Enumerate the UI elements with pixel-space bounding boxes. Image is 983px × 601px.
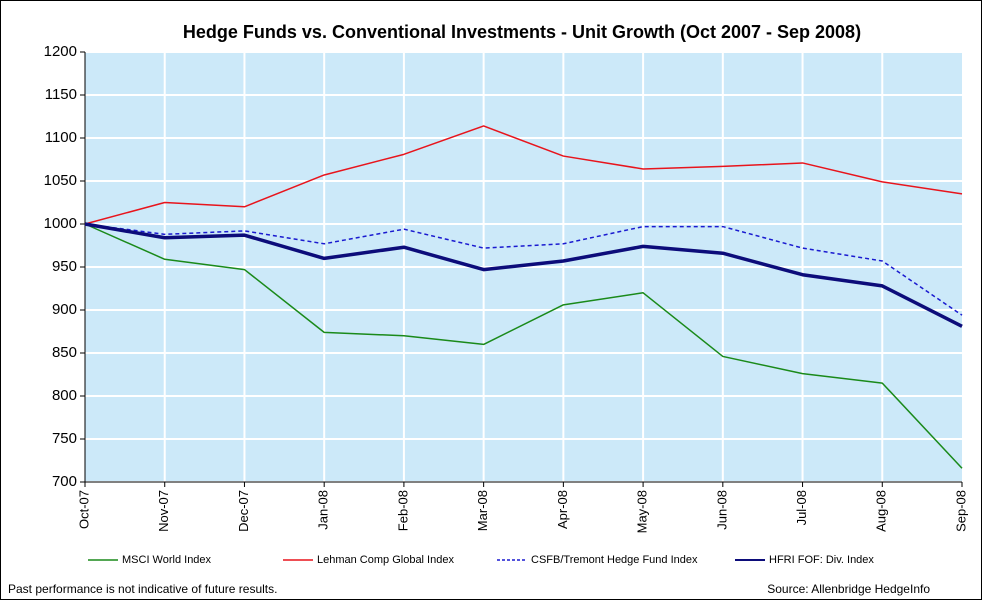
x-tick-label: Dec-07	[236, 490, 251, 532]
footnote: Past performance is not indicative of fu…	[8, 582, 277, 596]
x-tick-label: Apr-08	[555, 490, 570, 529]
y-tick-label: 850	[52, 344, 77, 361]
x-tick-label: Aug-08	[874, 490, 889, 532]
y-tick-label: 950	[52, 258, 77, 275]
y-tick-label: 1100	[45, 129, 77, 146]
legend-label: HFRI FOF: Div. Index	[769, 554, 874, 566]
y-tick-label: 1000	[44, 215, 77, 232]
x-tick-label: Oct-07	[76, 490, 91, 529]
series-line	[84, 222, 963, 328]
y-tick-label: 700	[52, 473, 77, 490]
x-tick-label: May-08	[635, 490, 650, 533]
y-tick-label: 1150	[45, 86, 77, 103]
x-tick-label: Jun-08	[714, 490, 729, 530]
y-tick-label: 1200	[44, 43, 77, 60]
series-line	[84, 125, 963, 225]
legend-label: Lehman Comp Global Index	[317, 554, 454, 566]
x-tick-label: Feb-08	[395, 490, 410, 531]
x-tick-label: Nov-07	[156, 490, 171, 532]
chart-title: Hedge Funds vs. Conventional Investments…	[183, 22, 861, 42]
x-tick-label: Mar-08	[475, 490, 490, 531]
series-line	[84, 223, 963, 469]
x-tick-label: Jan-08	[316, 490, 331, 530]
y-tick-label: 900	[52, 301, 77, 318]
x-tick-label: Sep-08	[953, 490, 968, 532]
series-line	[84, 223, 963, 316]
source: Source: Allenbridge HedgeInfo	[767, 582, 930, 596]
y-tick-label: 1050	[44, 172, 77, 189]
legend-label: CSFB/Tremont Hedge Fund Index	[531, 554, 698, 566]
legend-label: MSCI World Index	[122, 554, 212, 566]
y-tick-label: 800	[52, 387, 77, 404]
x-tick-label: Jul-08	[794, 490, 809, 525]
y-tick-label: 750	[52, 430, 77, 447]
